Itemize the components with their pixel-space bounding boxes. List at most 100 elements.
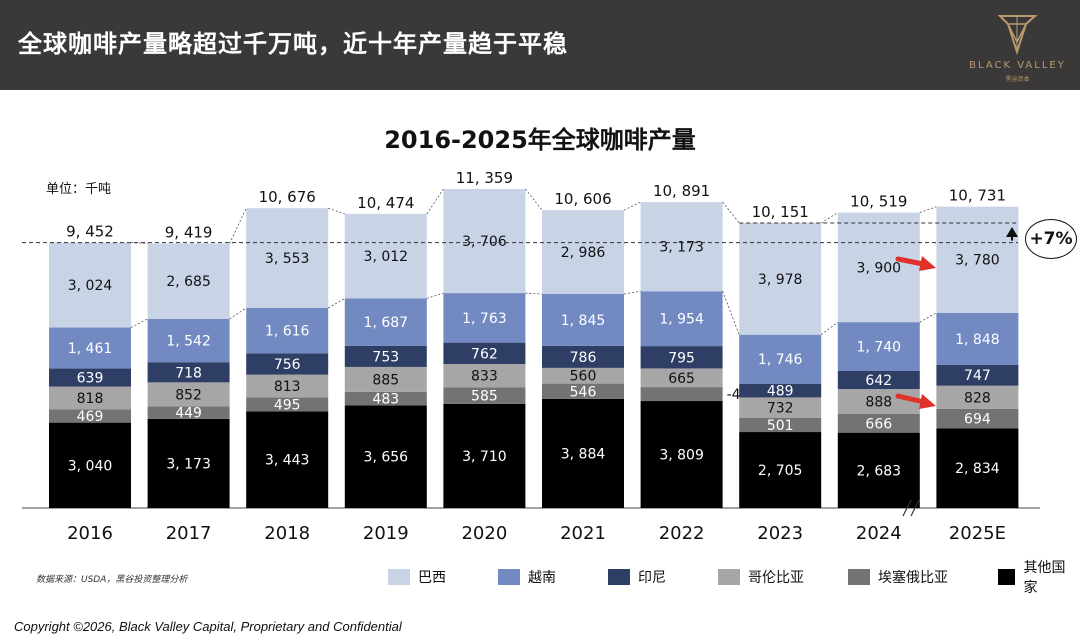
total-label: 10, 474: [357, 194, 414, 212]
data-label: 885: [372, 372, 399, 388]
x-tick-label: 2019: [363, 523, 409, 544]
logo-sub: 黑谷资本: [1005, 76, 1030, 83]
bar-segment-indonesia: [936, 364, 1019, 386]
vietnam-connector: [229, 307, 247, 320]
bar-segment-vietnam: [246, 307, 329, 354]
data-label: 3, 884: [561, 446, 606, 462]
bar-segment-indonesia: [640, 346, 723, 369]
data-label: 852: [175, 387, 202, 403]
data-label: 1, 542: [166, 334, 211, 350]
bar-segment-others: [246, 411, 329, 508]
legend-item-brazil: 巴西: [388, 563, 446, 591]
logo-icon: [997, 15, 1038, 56]
total-label: 10, 731: [949, 187, 1006, 205]
x-tick-label: 2025E: [949, 523, 1006, 544]
bar-segment-vietnam: [49, 327, 131, 369]
legend-label: 印尼: [638, 570, 666, 586]
total-connector: [820, 212, 839, 224]
total-connector: [130, 242, 148, 244]
legend-swatch: [388, 569, 410, 585]
data-label: 786: [570, 350, 597, 366]
bar-segment-vietnam: [147, 318, 230, 363]
bar-segment-colombia: [147, 382, 230, 407]
bar-segment-colombia: [837, 389, 920, 414]
data-label: 3, 978: [758, 272, 803, 288]
total-connector: [525, 188, 543, 211]
data-label: 1, 845: [561, 313, 606, 329]
vietnam-connector: [722, 291, 740, 335]
data-label: 1, 740: [857, 340, 902, 356]
bar-segment-colombia: [542, 367, 624, 384]
x-tick-label: 2023: [757, 523, 803, 544]
data-label: 747: [964, 368, 991, 384]
data-label: 3, 173: [166, 456, 211, 472]
legend-label: 埃塞俄比亚: [878, 570, 948, 586]
total-connector: [623, 201, 641, 211]
data-label: 1, 746: [758, 352, 803, 368]
total-label: 10, 151: [752, 203, 809, 221]
bar-segment-brazil: [443, 189, 526, 294]
data-label: 449: [175, 406, 202, 422]
data-label: 501: [767, 418, 794, 434]
data-label: 828: [964, 390, 991, 406]
data-label: 3, 553: [265, 251, 310, 267]
data-label: 753: [372, 349, 399, 365]
total-label: 9, 452: [66, 223, 114, 241]
data-label: 1, 848: [955, 332, 1000, 348]
bar-segment-ethiopia: [640, 387, 723, 402]
bar-segment-colombia: [443, 364, 526, 388]
growth-badge: +7%: [1025, 219, 1077, 259]
bar-segment-ethiopia: [147, 406, 230, 419]
legend-label: 其他国家: [1023, 560, 1066, 596]
page-title: 全球咖啡产量略超过千万吨，近十年产量趋于平稳: [18, 30, 568, 58]
total-label: 10, 891: [653, 182, 710, 200]
legend-swatch: [608, 569, 630, 585]
chart-legend: 巴西 越南 印尼 哥伦比亚 埃塞俄比亚 其他国家: [388, 560, 1068, 596]
bar-segment-ethiopia: [443, 387, 526, 404]
data-label: 813: [274, 379, 301, 395]
total-label: 10, 606: [554, 190, 611, 208]
legend-label: 巴西: [418, 570, 446, 586]
bar-segment-colombia: [936, 385, 1019, 409]
bar-segment-indonesia: [739, 383, 822, 398]
bar-segment-colombia: [344, 366, 427, 392]
data-label: 1, 687: [364, 315, 409, 331]
bar-segment-vietnam: [542, 294, 624, 346]
growth-arrow-head: [1006, 226, 1018, 237]
legend-swatch: [998, 569, 1016, 585]
bar-segment-ethiopia: [837, 413, 920, 433]
bar-segment-vietnam: [739, 334, 822, 384]
x-tick-label: 2018: [264, 523, 310, 544]
data-label: 546: [570, 384, 597, 400]
data-label: 795: [668, 350, 695, 366]
bar-segment-ethiopia: [49, 409, 131, 423]
total-connector: [919, 206, 937, 214]
bar-segment-vietnam: [443, 293, 526, 343]
copyright: Copyright ©2026, Black Valley Capital, P…: [14, 619, 402, 634]
bar-segment-colombia: [640, 368, 723, 388]
stacked-bar-chart: 3, 040 469 818 639 1, 461 3, 024 9, 452 2016 3, …: [22, 169, 1040, 544]
legend-label: 哥伦比亚: [748, 570, 804, 586]
bar-segment-others: [443, 403, 526, 508]
data-label: 3, 706: [462, 234, 507, 250]
data-label: 732: [767, 401, 794, 417]
data-label: 2, 685: [166, 274, 211, 290]
data-label: 483: [372, 392, 399, 408]
data-label: 833: [471, 369, 498, 385]
data-label: 2, 834: [955, 461, 1000, 477]
bar-segment-vietnam: [344, 298, 427, 346]
bar-segment-others: [837, 432, 920, 508]
data-label: 3, 710: [462, 449, 507, 465]
bar-segment-vietnam: [936, 312, 1019, 365]
axis-break-mark: [910, 499, 920, 517]
bar-segment-vietnam: [837, 322, 920, 371]
bar-segment-others: [49, 422, 131, 508]
bar-segment-ethiopia: [344, 391, 427, 406]
data-label: 1, 763: [462, 311, 507, 327]
data-label: 3, 040: [68, 458, 113, 474]
vietnam-connector: [919, 312, 937, 323]
data-label: 3, 900: [857, 260, 902, 276]
bar-segment-colombia: [246, 374, 329, 398]
data-label: 3, 024: [68, 278, 113, 294]
bar-segment-vietnam: [640, 291, 723, 347]
